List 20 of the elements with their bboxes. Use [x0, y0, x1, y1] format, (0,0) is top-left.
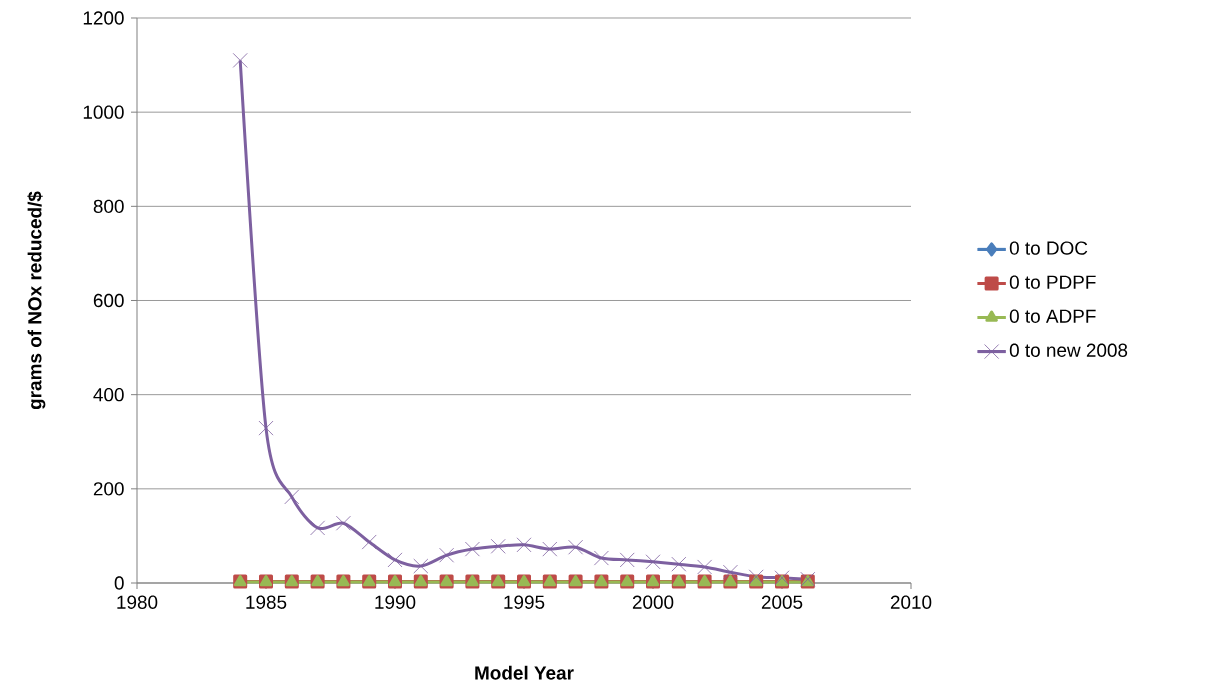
y-tick-label: 1200: [83, 11, 124, 25]
x-tick-label: 1990: [375, 595, 416, 609]
x-tick-label: 1980: [117, 595, 158, 609]
legend-label: 0 to PDPF: [1009, 275, 1096, 289]
y-tick-label: 0: [114, 576, 124, 590]
x-tick-label: 1985: [246, 595, 287, 609]
y-tick-label: 400: [93, 387, 124, 402]
x-tick-label: 1995: [504, 595, 545, 609]
x-tick-label: 2010: [890, 595, 932, 609]
x-tick-label: 2005: [761, 595, 803, 609]
y-tick-label: 800: [93, 199, 124, 214]
legend-label: 0 to DOC: [1009, 241, 1088, 255]
y-axis-title: grams of NOx reduced/$: [27, 191, 46, 410]
y-tick-label: 200: [93, 482, 124, 496]
x-tick-label: 2000: [632, 595, 674, 609]
y-tick-label: 1000: [83, 105, 124, 119]
legend-label: 0 to new 2008: [1009, 343, 1128, 357]
x-axis-title: Model Year: [475, 665, 574, 680]
legend-label: 0 to ADPF: [1009, 309, 1096, 323]
y-tick-label: 600: [93, 293, 124, 308]
